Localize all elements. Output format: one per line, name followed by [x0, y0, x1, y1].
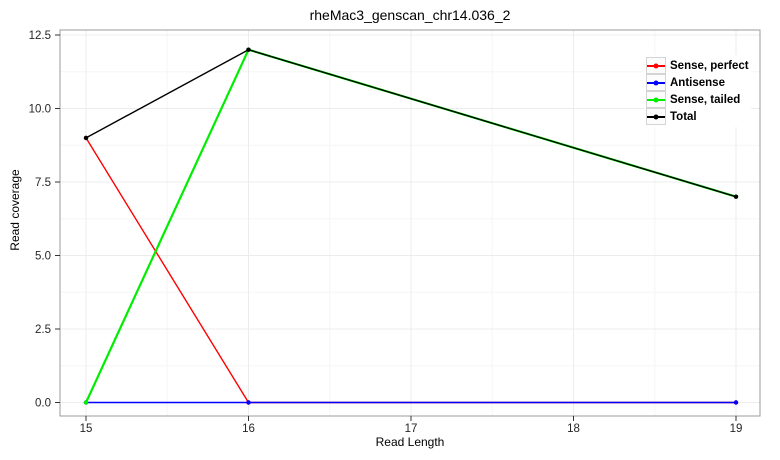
legend-label: Sense, perfect — [670, 59, 749, 72]
data-point-sense-tailed — [83, 400, 89, 405]
legend-key-icon — [646, 74, 666, 91]
y-tick-label: 12.5 — [29, 30, 51, 42]
data-point-antisense — [733, 400, 739, 405]
data-point-total — [246, 47, 251, 52]
legend-key-icon — [646, 108, 666, 125]
data-point-total — [733, 194, 739, 199]
legend: Sense, perfect Antisense Sense, tailed Tota… — [644, 55, 751, 127]
x-tick-label: 18 — [567, 423, 580, 435]
y-tick-label: 0.0 — [35, 398, 51, 410]
legend-item: Total — [646, 108, 749, 125]
y-tick-label: 2.5 — [35, 324, 51, 336]
y-tick-label: 7.5 — [35, 177, 51, 189]
chart-title: rheMac3_genscan_chr14.036_2 — [309, 7, 511, 23]
x-tick-label: 15 — [80, 423, 93, 435]
panel-border — [59, 29, 761, 417]
legend-item: Sense, perfect — [646, 57, 749, 74]
y-tick-label: 10.0 — [29, 104, 51, 116]
legend-label: Total — [670, 110, 697, 123]
x-tick-label: 16 — [242, 423, 255, 435]
y-tick-label: 5.0 — [35, 251, 51, 263]
data-point-antisense — [246, 400, 251, 405]
x-tick-label: 17 — [405, 423, 418, 435]
legend-item: Antisense — [646, 74, 749, 91]
legend-item: Sense, tailed — [646, 91, 749, 108]
legend-key-icon — [646, 57, 666, 74]
y-axis-label: Read coverage — [8, 169, 22, 251]
legend-key-icon — [646, 91, 666, 108]
legend-label: Antisense — [670, 76, 725, 89]
data-point-total — [83, 135, 89, 141]
x-axis-label: Read Length — [375, 435, 445, 449]
x-tick-label: 19 — [730, 423, 743, 435]
legend-label: Sense, tailed — [670, 93, 741, 106]
